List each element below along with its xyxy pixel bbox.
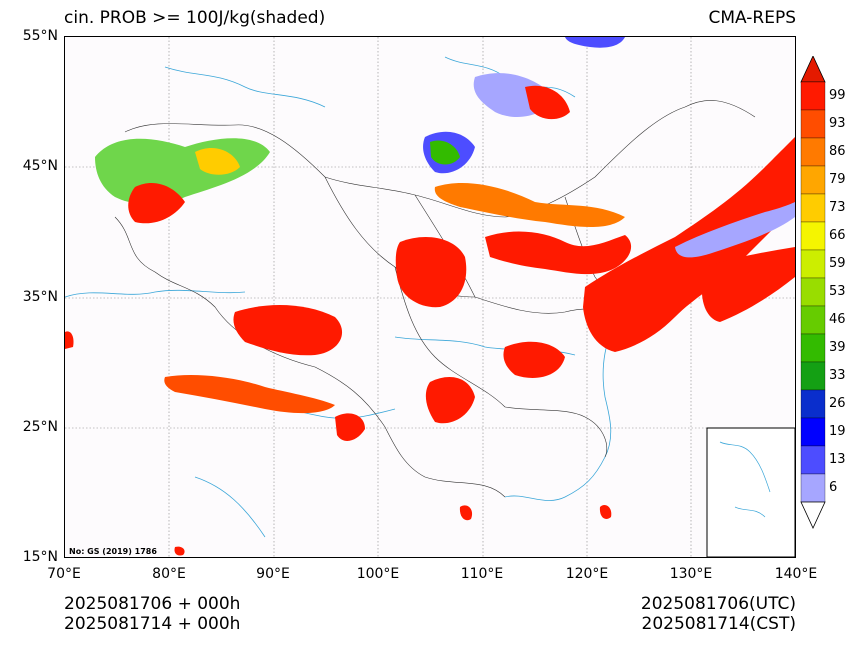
colorbar-label: 33 <box>829 368 846 383</box>
lat-label: 45°N <box>22 158 58 174</box>
shade-region <box>565 37 625 48</box>
lon-label: 80°E <box>152 566 186 582</box>
lat-label: 35°N <box>22 289 58 305</box>
lon-label: 130°E <box>669 566 713 582</box>
colorbar-label: 6 <box>829 480 838 495</box>
colorbar-band <box>800 165 826 195</box>
lon-label: 70°E <box>47 566 81 582</box>
lat-label: 15°N <box>22 549 58 565</box>
lon-label: 90°E <box>256 566 290 582</box>
colorbar-label: 59 <box>829 256 846 271</box>
river-line <box>164 66 326 108</box>
shade-region <box>95 138 270 205</box>
map-review-number: No: GS (2019) 1786 <box>69 547 157 556</box>
shade-region <box>65 331 74 349</box>
lon-label: 140°E <box>774 566 818 582</box>
colorbar-label: 39 <box>829 340 846 355</box>
colorbar-label: 99 <box>829 88 846 103</box>
shade-region <box>599 505 612 519</box>
colorbar-band <box>800 389 826 419</box>
colorbar-label: 46 <box>829 312 846 327</box>
colorbar-band <box>800 277 826 307</box>
border-line <box>394 266 506 408</box>
map-title: cin. PROB >= 100J/kg(shaded) <box>64 8 326 28</box>
shade-region <box>430 140 460 165</box>
map-svg <box>65 37 795 557</box>
border-line <box>114 216 506 498</box>
colorbar-label: 19 <box>829 424 846 439</box>
shade-region <box>174 546 185 556</box>
colorbar-top-arrow <box>800 56 826 83</box>
shade-region <box>335 413 365 441</box>
colorbar-band <box>800 81 826 111</box>
colorbar-band <box>800 361 826 391</box>
colorbar-band <box>800 445 826 475</box>
init-time-utc: 2025081706 + 000h <box>64 594 241 614</box>
border-line <box>124 100 756 218</box>
colorbar-band <box>800 249 826 279</box>
shade-region <box>164 375 335 414</box>
lat-label: 55°N <box>22 28 58 44</box>
probability-shading <box>65 37 795 556</box>
colorbar-label: 53 <box>829 284 846 299</box>
shade-region <box>459 505 473 521</box>
shade-region <box>195 147 240 175</box>
shade-region <box>503 341 565 378</box>
colorbar <box>800 56 826 529</box>
init-time-cst: 2025081714 + 000h <box>64 614 241 634</box>
colorbar-band <box>800 193 826 223</box>
colorbar-label: 79 <box>829 172 846 187</box>
river-line <box>65 289 246 298</box>
model-name: CMA-REPS <box>708 8 796 28</box>
valid-time-block: 2025081706(UTC) 2025081714(CST) <box>641 594 796 634</box>
colorbar-label: 26 <box>829 396 846 411</box>
init-time-block: 2025081706 + 000h 2025081714 + 000h <box>64 594 240 634</box>
colorbar-label: 13 <box>829 452 846 467</box>
shade-region <box>485 231 632 275</box>
colorbar-bottom-arrow <box>800 501 826 529</box>
river-line <box>194 476 266 538</box>
lon-label: 120°E <box>565 566 609 582</box>
colorbar-band <box>800 417 826 447</box>
lat-label: 25°N <box>22 419 58 435</box>
valid-time-cst: 2025081714(CST) <box>641 614 796 634</box>
colorbar-label: 86 <box>829 144 846 159</box>
shade-region <box>525 85 570 120</box>
valid-time-utc: 2025081706(UTC) <box>640 594 796 614</box>
border-line <box>504 406 608 458</box>
inset-map-box <box>706 427 795 557</box>
shade-region <box>425 377 475 424</box>
shade-region <box>675 202 795 258</box>
colorbar-label: 93 <box>829 116 846 131</box>
colorbar-band <box>800 221 826 251</box>
inset-coast <box>719 441 771 518</box>
colorbar-bands <box>800 81 826 503</box>
colorbar-label: 66 <box>829 228 846 243</box>
colorbar-band <box>800 109 826 139</box>
boundaries <box>114 100 756 498</box>
colorbar-band <box>800 333 826 363</box>
lon-label: 100°E <box>356 566 400 582</box>
shade-region <box>395 237 467 308</box>
lon-label: 110°E <box>460 566 504 582</box>
shade-region <box>128 182 185 224</box>
shade-region <box>434 182 625 227</box>
colorbar-band <box>800 473 826 503</box>
colorbar-band <box>800 137 826 167</box>
shade-region <box>701 247 795 322</box>
colorbar-label: 73 <box>829 200 846 215</box>
map-panel <box>64 36 796 558</box>
colorbar-band <box>800 305 826 335</box>
coast-line <box>504 456 606 501</box>
shade-region <box>233 305 343 356</box>
